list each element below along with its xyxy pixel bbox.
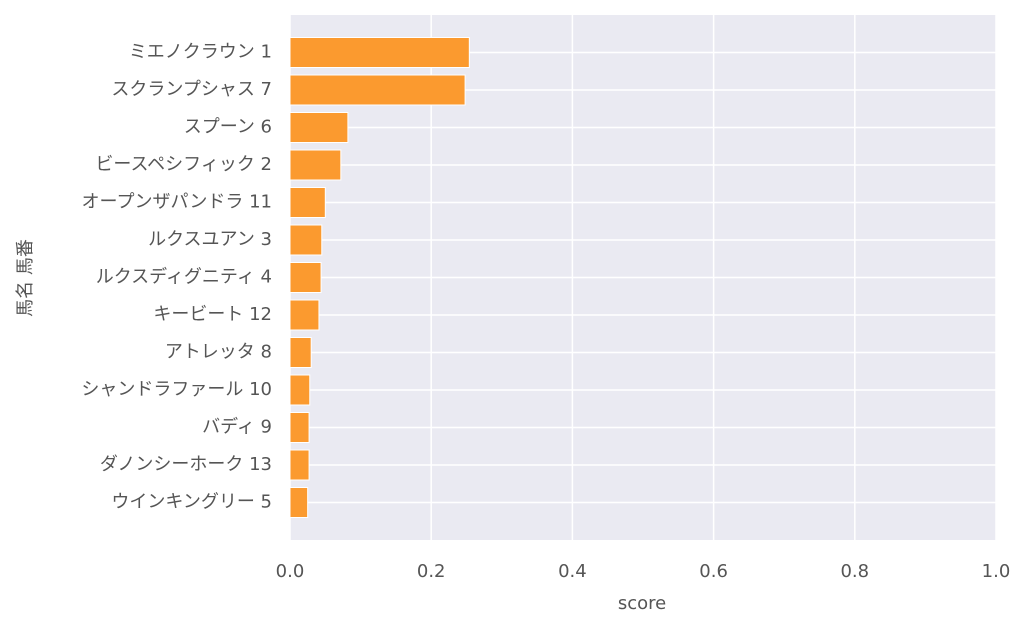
bar (289, 299, 320, 331)
bar (289, 187, 326, 218)
bar (289, 224, 323, 256)
y-tick-label: バディ 9 (202, 417, 272, 438)
y-tick-label: ルクスユアン 3 (148, 229, 272, 250)
y-tick-label: スプーン 6 (184, 117, 272, 138)
x-axis-label: score (618, 593, 666, 614)
y-tick-label: ダノンシーホーク 13 (100, 454, 272, 475)
y-tick-label: スクランプシャス 7 (111, 79, 272, 100)
y-tick-label: アトレッタ 8 (165, 342, 272, 363)
x-tick-label: 0.8 (840, 561, 869, 582)
bar (289, 37, 470, 68)
bar (289, 374, 311, 406)
bar (289, 262, 322, 293)
y-tick-label: キービート 12 (153, 304, 272, 325)
y-tick-label: シャンドラファール 10 (81, 379, 272, 400)
y-axis-label: 馬名 馬番 (15, 239, 36, 317)
bar (289, 412, 310, 443)
x-tick-label: 0.0 (276, 561, 305, 582)
x-tick-label: 0.6 (699, 561, 728, 582)
x-tick-label: 1.0 (982, 561, 1011, 582)
x-tick-label: 0.2 (417, 561, 446, 582)
y-tick-label: ミエノクラウン 1 (129, 42, 272, 63)
bar (289, 337, 312, 368)
x-tick-label: 0.4 (558, 561, 587, 582)
bar (289, 74, 466, 106)
bar (289, 449, 310, 481)
y-tick-label: ルクスディグニティ 4 (96, 267, 272, 288)
y-tick-label: ビースペシフィック 2 (95, 154, 272, 175)
bar (289, 149, 342, 181)
bar (289, 487, 309, 518)
y-tick-label: ウインキングリー 5 (111, 492, 272, 513)
bar (289, 112, 349, 143)
y-tick-label: オープンザパンドラ 11 (82, 192, 272, 213)
